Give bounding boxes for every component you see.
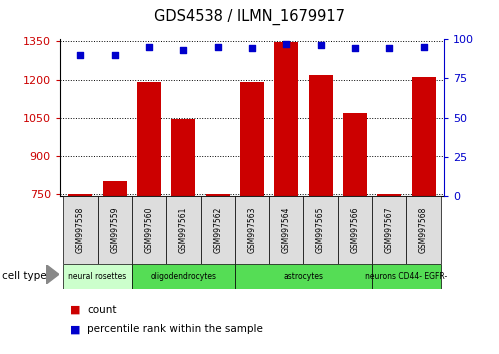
Text: GSM997558: GSM997558 xyxy=(76,207,85,253)
Point xyxy=(111,52,119,58)
Bar xyxy=(412,76,436,196)
Text: GSM997565: GSM997565 xyxy=(316,207,325,253)
FancyBboxPatch shape xyxy=(132,264,235,289)
Point xyxy=(248,46,256,51)
Point xyxy=(420,44,428,50)
Text: neural rosettes: neural rosettes xyxy=(68,272,127,281)
Text: GSM997567: GSM997567 xyxy=(385,207,394,253)
Point xyxy=(282,41,290,46)
FancyBboxPatch shape xyxy=(338,196,372,264)
Point xyxy=(351,46,359,51)
FancyBboxPatch shape xyxy=(201,196,235,264)
Text: GSM997563: GSM997563 xyxy=(248,207,256,253)
Text: GSM997560: GSM997560 xyxy=(145,207,154,253)
FancyBboxPatch shape xyxy=(166,196,201,264)
Point xyxy=(214,44,222,50)
Text: GSM997564: GSM997564 xyxy=(282,207,291,253)
Text: GSM997562: GSM997562 xyxy=(213,207,222,253)
FancyBboxPatch shape xyxy=(63,196,98,264)
FancyBboxPatch shape xyxy=(372,196,406,264)
FancyBboxPatch shape xyxy=(235,196,269,264)
Point xyxy=(385,46,393,51)
Bar xyxy=(68,194,92,196)
Polygon shape xyxy=(46,265,59,284)
Text: percentile rank within the sample: percentile rank within the sample xyxy=(87,324,263,334)
Point xyxy=(76,52,84,58)
Bar xyxy=(206,194,230,196)
FancyBboxPatch shape xyxy=(406,196,441,264)
Point xyxy=(316,42,324,48)
FancyBboxPatch shape xyxy=(63,264,132,289)
Bar xyxy=(240,82,264,196)
Text: count: count xyxy=(87,305,117,315)
Text: GSM997561: GSM997561 xyxy=(179,207,188,253)
Text: ■: ■ xyxy=(70,324,80,334)
Text: ■: ■ xyxy=(70,305,80,315)
Text: GSM997568: GSM997568 xyxy=(419,207,428,253)
Text: astrocytes: astrocytes xyxy=(283,272,323,281)
Text: neurons CD44- EGFR-: neurons CD44- EGFR- xyxy=(365,272,448,281)
Bar xyxy=(377,194,401,196)
FancyBboxPatch shape xyxy=(132,196,166,264)
FancyBboxPatch shape xyxy=(269,196,303,264)
Text: GDS4538 / ILMN_1679917: GDS4538 / ILMN_1679917 xyxy=(154,9,345,25)
Bar xyxy=(343,113,367,196)
Text: cell type: cell type xyxy=(2,271,47,281)
FancyBboxPatch shape xyxy=(372,264,441,289)
FancyBboxPatch shape xyxy=(98,196,132,264)
Bar xyxy=(308,74,333,196)
Text: GSM997566: GSM997566 xyxy=(350,207,359,253)
Point xyxy=(179,47,187,53)
Point xyxy=(145,44,153,50)
Bar xyxy=(274,42,298,196)
Bar xyxy=(103,181,127,196)
Text: oligodendrocytes: oligodendrocytes xyxy=(150,272,217,281)
FancyBboxPatch shape xyxy=(303,196,338,264)
FancyBboxPatch shape xyxy=(235,264,372,289)
Text: GSM997559: GSM997559 xyxy=(110,207,119,253)
Bar xyxy=(171,119,196,196)
Bar xyxy=(137,82,161,196)
